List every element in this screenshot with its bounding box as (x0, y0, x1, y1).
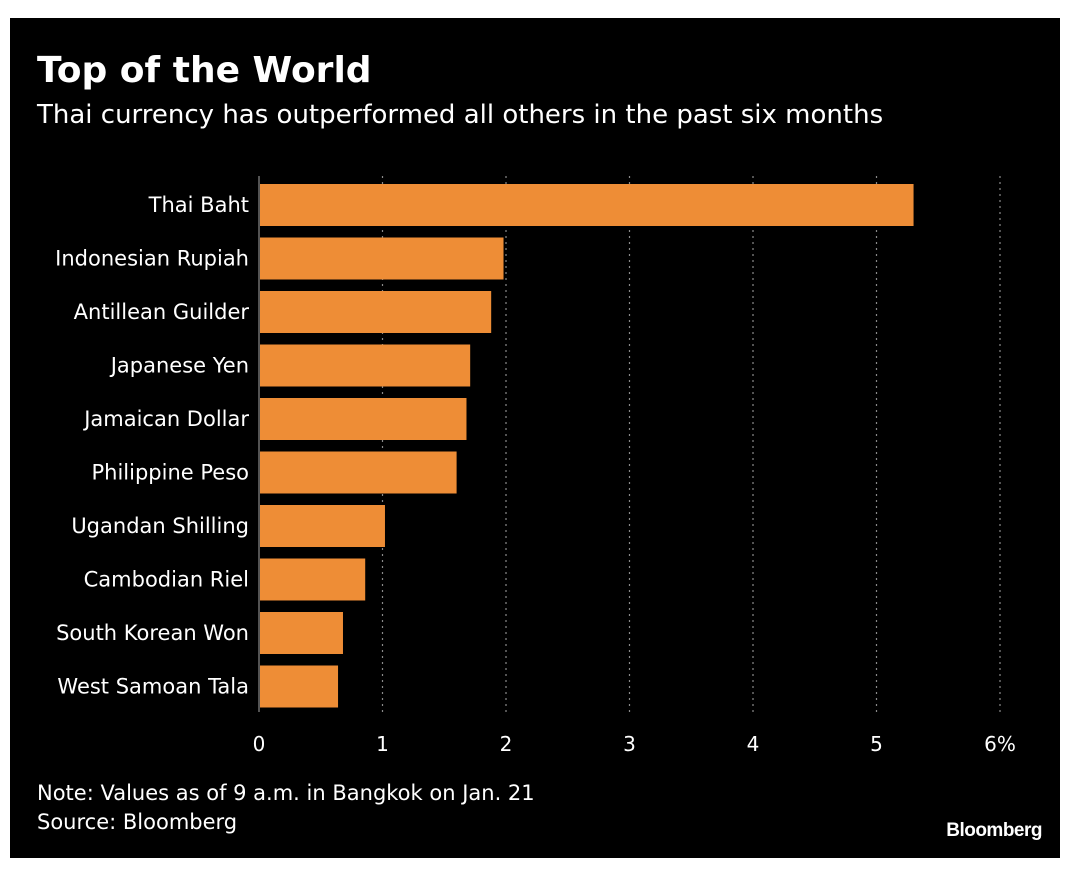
category-label-layer: Thai Baht Indonesian Rupiah Antillean Guil… (55, 193, 249, 699)
category-label: Jamaican Dollar (82, 407, 249, 431)
bar-philippine-peso (260, 451, 457, 494)
grid-layer (258, 176, 1001, 712)
category-label: South Korean Won (56, 621, 249, 645)
x-axis-tick-layer: 0 1 2 3 4 5 6% (253, 732, 1016, 756)
bar-cambodian-riel (260, 558, 366, 601)
category-label: Cambodian Riel (84, 568, 249, 592)
bar-south-korean-won (260, 612, 343, 654)
x-tick-label: 5 (870, 732, 883, 756)
x-tick-label: 1 (376, 732, 389, 756)
bar-west-samoan-tala (260, 665, 339, 708)
bar-chart: Thai Baht Indonesian Rupiah Antillean Guil… (55, 176, 1016, 756)
bar-indonesian-rupiah (260, 237, 504, 280)
chart-subtitle: Thai currency has outperformed all other… (37, 100, 884, 130)
x-tick-label: 3 (623, 732, 636, 756)
category-label: West Samoan Tala (57, 675, 249, 699)
x-tick-label: 4 (747, 732, 760, 756)
category-label: Antillean Guilder (74, 300, 250, 324)
chart-source: Source: Bloomberg (37, 810, 238, 834)
bar-layer (260, 184, 914, 708)
bar-antillean-guilder (260, 291, 492, 333)
bar-ugandan-shilling (260, 505, 385, 547)
bar-thai-baht (260, 184, 914, 226)
chart-title: Top of the World (37, 50, 372, 91)
chart-card: Top of the World Thai currency has outpe… (10, 18, 1060, 858)
bloomberg-logo: Bloomberg (946, 820, 1042, 841)
x-tick-label: 6% (984, 732, 1016, 756)
category-label: Philippine Peso (92, 461, 250, 485)
x-tick-label: 0 (253, 732, 266, 756)
x-tick-label: 2 (500, 732, 513, 756)
category-label: Indonesian Rupiah (55, 247, 249, 271)
chart-note: Note: Values as of 9 a.m. in Bangkok on … (37, 781, 535, 805)
category-label: Japanese Yen (109, 354, 249, 378)
category-label: Thai Baht (148, 193, 249, 217)
bar-japanese-yen (260, 344, 471, 387)
bar-jamaican-dollar (260, 398, 467, 440)
category-label: Ugandan Shilling (71, 514, 249, 538)
